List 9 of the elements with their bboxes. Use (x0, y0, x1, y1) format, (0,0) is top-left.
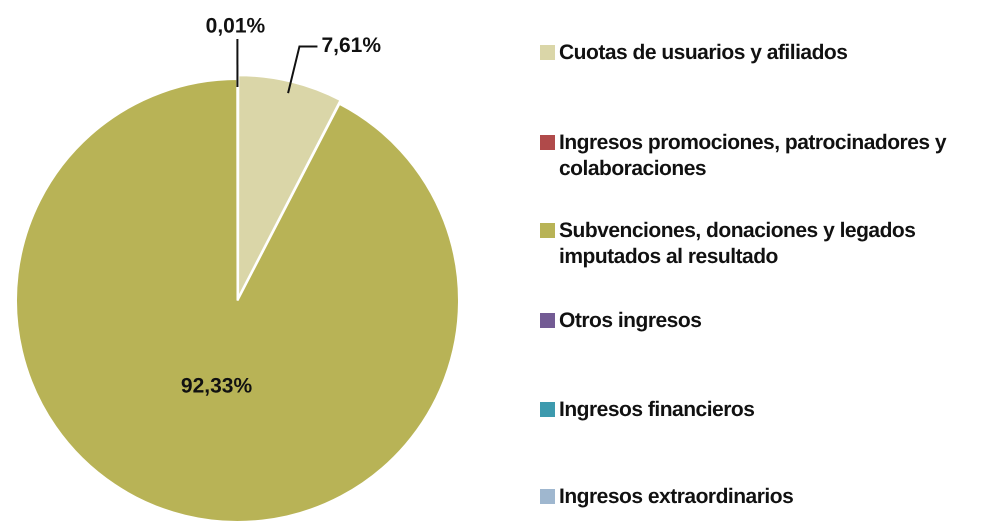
legend-label: Subvenciones, donaciones y legados imputados al resultado (559, 218, 916, 270)
data-label: 7,61% (321, 34, 382, 58)
data-label: 92,33% (180, 374, 252, 398)
legend-label: Otros ingresos (559, 308, 702, 334)
data-label: 0,01% (206, 14, 266, 38)
legend-label: Ingresos promociones, patrocinadores y colaboraciones (559, 130, 948, 182)
legend-label: Cuotas de usuarios y afiliados (559, 40, 848, 66)
legend-label: Ingresos extraordinarios (559, 484, 794, 510)
legend-label: Ingresos financieros (559, 397, 754, 423)
